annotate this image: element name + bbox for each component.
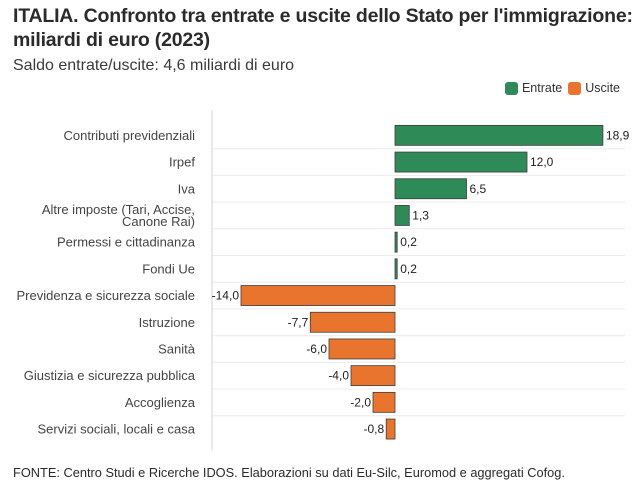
chart-subtitle: Saldo entrate/uscite: 4,6 miliardi di eu… — [13, 57, 295, 74]
category-label: Previdenza e sicurezza sociale — [17, 288, 195, 303]
category-label: Fondi Ue — [142, 261, 195, 276]
value-label: -2,0 — [350, 395, 371, 409]
category-label-line: Previdenza e sicurezza sociale — [17, 288, 195, 303]
value-label: -6,0 — [306, 342, 327, 356]
bar-uscite — [328, 338, 396, 360]
legend-swatch-uscite — [568, 81, 582, 95]
category-label: Altre imposte (Tari, Accise, Canone Rai) — [42, 202, 195, 229]
category-label-line: Accoglienza — [125, 395, 196, 410]
category-label-line: Istruzione — [139, 315, 195, 330]
category-label: Sanità — [158, 341, 196, 356]
category-label: Iva — [178, 181, 196, 196]
category-label: Istruzione — [139, 315, 195, 330]
category-label-line: Permessi e cittadinanza — [57, 235, 196, 250]
bar-uscite — [350, 365, 396, 387]
value-label: -0,8 — [364, 422, 385, 436]
value-label: 12,0 — [530, 155, 554, 169]
category-label: Contributi previdenziali — [63, 128, 195, 143]
bar-uscite — [385, 418, 396, 440]
bar-uscite — [372, 391, 396, 413]
source-note: FONTE: Centro Studi e Ricerche IDOS. Ela… — [13, 465, 565, 480]
bar-uscite — [240, 285, 396, 306]
legend: Entrate Uscite — [499, 81, 620, 95]
category-label-line: Altre imposte (Tari, Accise, — [42, 202, 195, 217]
category-label-line: Irpef — [169, 155, 195, 170]
chart-title: ITALIA. Confronto tra entrate e uscite d… — [13, 5, 633, 51]
value-label: 0,2 — [400, 235, 417, 249]
bar-entrate — [394, 205, 410, 226]
legend-item-entrate: Entrate — [504, 81, 563, 95]
category-label-line: Iva — [178, 181, 196, 196]
category-label: Permessi e cittadinanza — [57, 235, 196, 250]
category-label-line: Giustizia e sicurezza pubblica — [24, 368, 196, 383]
value-label: -4,0 — [328, 369, 349, 383]
value-label: 18,9 — [606, 128, 630, 142]
bar-entrate — [394, 124, 604, 146]
legend-label-entrate: Entrate — [521, 81, 563, 95]
category-label: Giustizia e sicurezza pubblica — [24, 368, 196, 383]
bar-entrate — [394, 258, 398, 280]
value-label: -7,7 — [288, 315, 309, 329]
category-label-line: Servizi sociali, locali e casa — [37, 422, 195, 437]
bar-uscite — [309, 311, 396, 333]
category-label-line: Canone Rai) — [122, 214, 195, 229]
category-label-line: Contributi previdenziali — [63, 128, 195, 143]
legend-item-uscite: Uscite — [568, 81, 620, 95]
legend-swatch-entrate — [504, 81, 518, 95]
value-label: 6,5 — [470, 182, 487, 196]
category-label: Irpef — [169, 155, 195, 170]
value-label: -14,0 — [212, 289, 240, 303]
category-label: Accoglienza — [125, 395, 196, 410]
bar-chart: 18,9 Contributi previdenziali 12,0 Irpef 6,5… — [17, 110, 630, 451]
value-label: 1,3 — [412, 208, 429, 222]
bar-entrate — [394, 151, 528, 173]
legend-label-uscite: Uscite — [585, 81, 620, 95]
category-label: Servizi sociali, locali e casa — [37, 422, 195, 437]
category-label-line: Sanità — [158, 341, 196, 356]
bar-entrate — [394, 178, 467, 200]
category-label-line: Fondi Ue — [142, 261, 195, 276]
bar-entrate — [394, 231, 398, 253]
value-label: 0,2 — [400, 262, 417, 276]
